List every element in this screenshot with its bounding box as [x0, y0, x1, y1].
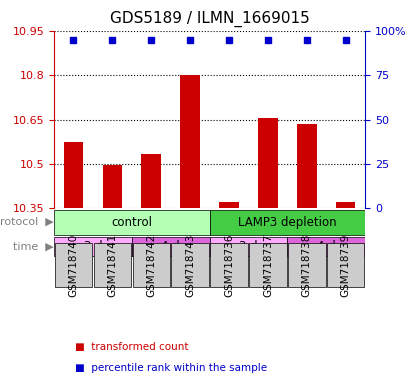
Text: GSM718740: GSM718740 — [68, 233, 78, 296]
Text: GSM718736: GSM718736 — [224, 233, 234, 297]
Text: 4 d: 4 d — [161, 240, 180, 253]
FancyBboxPatch shape — [210, 243, 248, 287]
Text: 3 d: 3 d — [83, 240, 102, 253]
Text: GSM718737: GSM718737 — [263, 233, 273, 297]
Title: GDS5189 / ILMN_1669015: GDS5189 / ILMN_1669015 — [110, 10, 310, 26]
Text: GSM718738: GSM718738 — [302, 233, 312, 297]
FancyBboxPatch shape — [288, 243, 325, 287]
FancyBboxPatch shape — [54, 210, 210, 235]
Bar — [297, 124, 317, 209]
Bar — [258, 118, 278, 209]
FancyBboxPatch shape — [54, 237, 132, 257]
Text: 4 d: 4 d — [317, 240, 336, 253]
Text: GSM718741: GSM718741 — [107, 233, 117, 297]
Text: control: control — [111, 216, 152, 229]
Text: GSM718739: GSM718739 — [341, 233, 351, 297]
Bar — [103, 166, 122, 209]
FancyBboxPatch shape — [210, 237, 287, 257]
FancyBboxPatch shape — [249, 243, 287, 287]
Bar — [142, 154, 161, 209]
FancyBboxPatch shape — [55, 243, 92, 287]
FancyBboxPatch shape — [287, 237, 365, 257]
Bar — [336, 202, 356, 209]
Text: ■  percentile rank within the sample: ■ percentile rank within the sample — [75, 363, 267, 373]
Text: GSM718742: GSM718742 — [146, 233, 156, 297]
FancyBboxPatch shape — [327, 243, 364, 287]
Text: ■  transformed count: ■ transformed count — [75, 342, 188, 352]
FancyBboxPatch shape — [132, 237, 210, 257]
Text: 3 d: 3 d — [239, 240, 258, 253]
FancyBboxPatch shape — [132, 243, 170, 287]
Text: time  ▶: time ▶ — [13, 242, 54, 252]
Text: protocol  ▶: protocol ▶ — [0, 217, 54, 227]
Text: GSM718743: GSM718743 — [185, 233, 195, 297]
Bar — [63, 142, 83, 209]
Bar — [219, 202, 239, 209]
FancyBboxPatch shape — [171, 243, 209, 287]
FancyBboxPatch shape — [210, 210, 365, 235]
Text: LAMP3 depletion: LAMP3 depletion — [238, 216, 337, 229]
Bar — [181, 75, 200, 209]
FancyBboxPatch shape — [94, 243, 131, 287]
